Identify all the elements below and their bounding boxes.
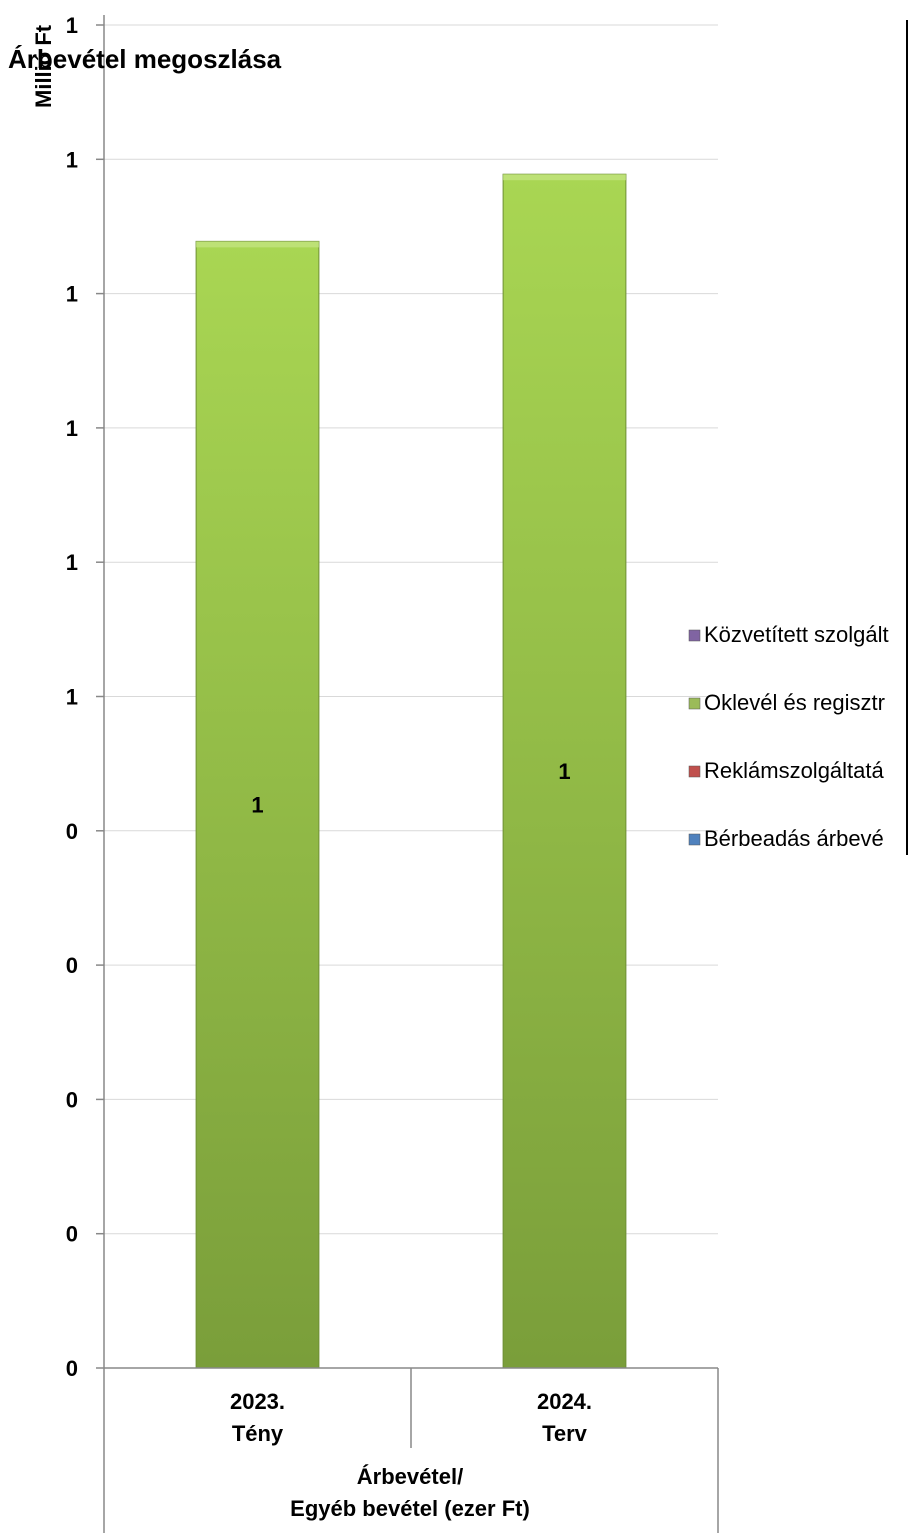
legend-swatch [688,833,701,846]
legend-label: Oklevél és regisztr [704,690,885,715]
bar-highlight [503,174,626,181]
y-tick-label: 1 [66,550,78,575]
y-tick-label: 1 [66,147,78,172]
chart-title: Árbevétel megoszlása [8,44,282,74]
bar [502,173,627,1369]
group-label-line2: Egyéb bevétel (ezer Ft) [290,1496,530,1521]
legend-label: Reklámszolgáltatá [704,758,885,783]
y-tick-label: 0 [66,1222,78,1247]
bar [195,240,320,1369]
category-labels: 2023. Tény 2024. Terv [230,1368,592,1448]
y-tick-label: 1 [66,685,78,710]
legend-swatch [688,765,701,778]
category-label-line1: 2023. [230,1389,285,1414]
y-tick-label: 1 [66,416,78,441]
bar-data-label: 1 [251,793,263,818]
legend-label: Közvetített szolgált [704,622,889,647]
y-tick-label: 1 [66,13,78,38]
y-tick-label: 0 [66,953,78,978]
y-axis-title: Millió Ft [31,24,56,108]
y-tick-label: 0 [66,819,78,844]
legend-swatch [688,697,701,710]
bar-data-label: 1 [558,759,570,784]
y-tick-label: 0 [66,1087,78,1112]
legend: Közvetített szolgált Oklevél és regisztr R… [688,622,889,851]
y-tick-label: 0 [66,1356,78,1381]
bars: 11 [195,173,627,1369]
group-label-line1: Árbevétel/ [357,1464,463,1489]
legend-swatch [688,629,701,642]
category-label-line2: Terv [542,1421,588,1446]
bar-highlight [196,241,319,248]
y-tick-label: 1 [66,282,78,307]
category-label-line2: Tény [232,1421,284,1446]
category-label-line1: 2024. [537,1389,592,1414]
y-tick-labels: 0 0 0 0 0 1 1 1 1 1 1 [66,13,78,1381]
legend-label: Bérbeadás árbevé [704,826,884,851]
